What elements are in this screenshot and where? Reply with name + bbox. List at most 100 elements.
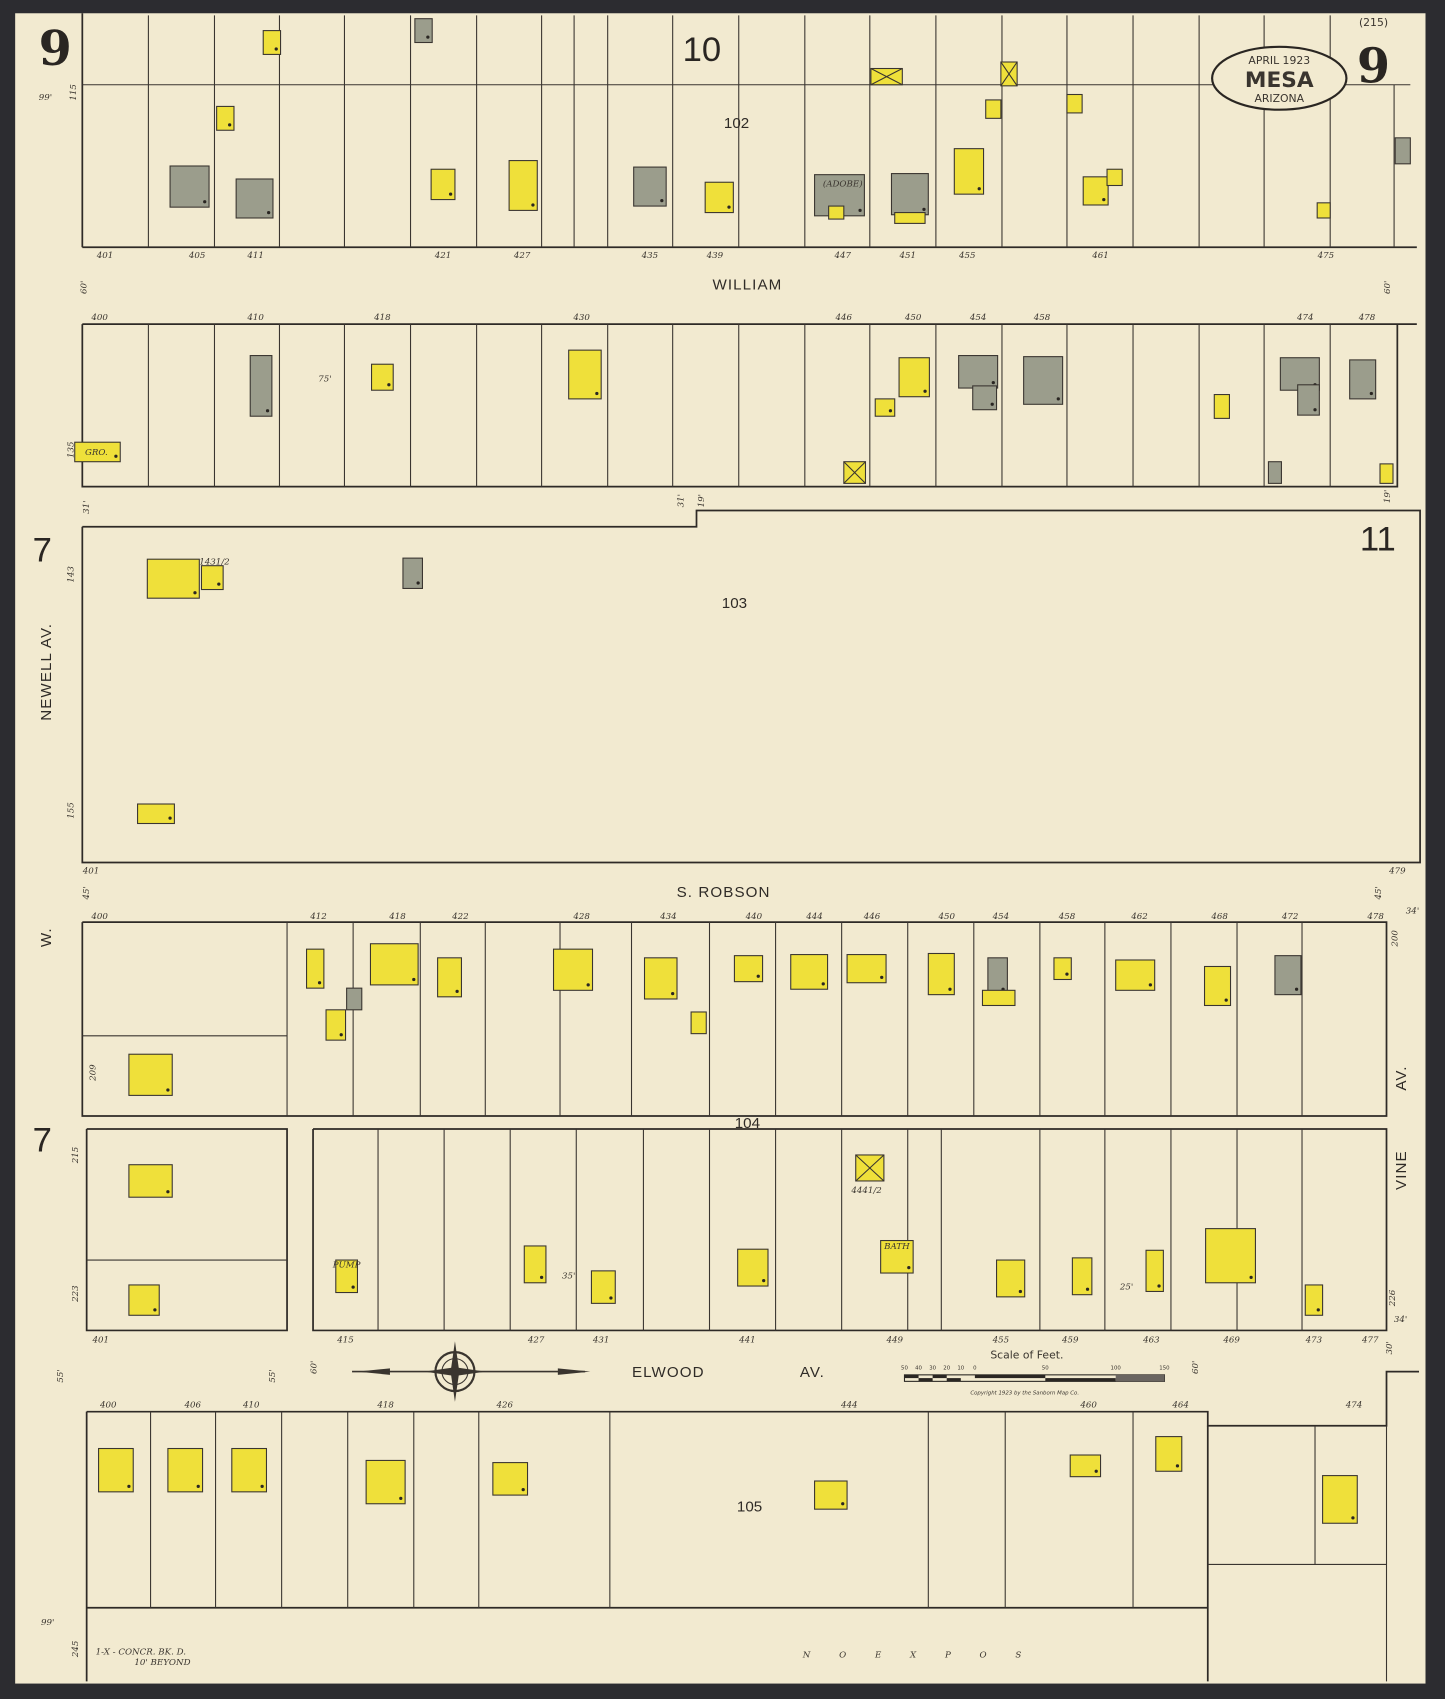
house-number: 461 <box>1091 251 1109 261</box>
house-number: 411 <box>246 251 264 261</box>
house-number: 421 <box>434 251 452 261</box>
frame-building <box>1304 1284 1324 1316</box>
street-elwood: ELWOOD <box>632 1364 705 1381</box>
house-number: 410 <box>242 1400 260 1410</box>
scale-tick-label: 50 <box>1042 1365 1049 1371</box>
house-number: 446 <box>835 313 853 323</box>
sheet-number-left: 9 <box>39 21 72 77</box>
dimension-label: 60' <box>309 1361 319 1374</box>
house-number: 430 <box>572 313 590 323</box>
scale-tick-label: 30 <box>929 1365 936 1371</box>
chimney-dot <box>416 581 420 585</box>
chimney-dot <box>586 983 590 987</box>
dimension-label: 99' <box>39 93 52 103</box>
frame-building <box>1115 959 1156 991</box>
frame-building <box>523 1245 547 1284</box>
block-number-103: 103 <box>722 595 747 612</box>
adobe-building <box>414 18 433 44</box>
frame-building <box>262 30 282 55</box>
frame-building <box>146 558 200 599</box>
frame-building <box>128 1164 173 1198</box>
adjoining-sheet-left-upper[interactable]: 7 <box>33 531 52 569</box>
house-number: 415 <box>336 1335 354 1345</box>
frame-building <box>690 1011 707 1035</box>
frame-building <box>128 1284 160 1316</box>
frame-building <box>1071 1257 1093 1296</box>
adobe-building <box>633 166 667 207</box>
note-beyond: 10' BEYOND <box>134 1658 190 1668</box>
frame-building <box>98 1447 134 1493</box>
house-number: 405 <box>188 251 206 261</box>
frame-building <box>74 441 121 463</box>
scale-tick-label: 150 <box>1159 1365 1170 1371</box>
dimension-label: 45' <box>1374 886 1384 900</box>
chimney-dot <box>762 1278 766 1283</box>
house-number: 401 <box>91 1335 109 1345</box>
chimney-dot <box>274 47 278 51</box>
dimension-label: 245 <box>71 1641 81 1659</box>
frame-building <box>790 954 829 990</box>
chimney-dot <box>193 591 197 595</box>
house-number: 400 <box>90 912 108 922</box>
chimney-dot <box>351 1285 355 1289</box>
chimney-dot <box>1065 972 1069 976</box>
frame-building <box>231 1447 268 1493</box>
chimney-dot <box>1313 408 1317 412</box>
frame-building <box>953 148 985 195</box>
dimension-label: 135 <box>67 442 77 459</box>
chimney-dot <box>1294 987 1299 991</box>
frame-building <box>508 160 538 211</box>
adobe-building <box>169 165 210 208</box>
house-number: 418 <box>388 912 406 922</box>
chimney-dot <box>756 974 760 978</box>
adjoining-sheet-top[interactable]: 10 <box>683 31 722 69</box>
house-number: 450 <box>904 313 922 323</box>
frame-building <box>828 205 845 220</box>
frame-building <box>1213 394 1230 419</box>
house-number: 439 <box>706 251 724 261</box>
adjoining-sheet-right[interactable]: 11 <box>1360 521 1396 559</box>
adjoining-sheet-left-lower[interactable]: 7 <box>33 1122 52 1160</box>
house-number: 478 <box>1366 912 1384 922</box>
house-number: 412 <box>309 912 327 922</box>
street-vine-av: AV. <box>1393 1065 1410 1090</box>
chimney-dot <box>923 389 927 393</box>
chimney-dot <box>858 208 862 213</box>
house-number: 458 <box>1033 313 1051 323</box>
street-robson: S. ROBSON <box>677 884 771 901</box>
house-number: 454 <box>969 313 987 323</box>
chimney-dot <box>609 1296 613 1300</box>
dimension-label: 223 <box>71 1285 81 1303</box>
dimension-label: 60' <box>1191 1361 1201 1374</box>
chimney-dot <box>267 210 271 215</box>
chimney-dot <box>531 203 535 207</box>
house-number: 477 <box>1361 1335 1379 1345</box>
street-newell: NEWELL AV. <box>38 623 55 721</box>
frame-building <box>1106 168 1123 187</box>
frame-building <box>365 1459 406 1505</box>
house-number: 406 <box>184 1400 202 1410</box>
house-number: 463 <box>1142 1335 1160 1345</box>
building-label-bath: BATH <box>883 1242 910 1252</box>
chimney-dot <box>217 582 221 586</box>
house-number: 475 <box>1317 251 1335 261</box>
house-number: 462 <box>1130 912 1148 922</box>
house-number: 459 <box>1061 1335 1079 1345</box>
scale-bar: Scale of Feet. 50 40 30 20 10 0 50 100 150 Copyr… <box>901 1349 1170 1397</box>
frame-building <box>1066 93 1083 114</box>
adobe-building <box>235 178 274 219</box>
house-number: 400 <box>99 1400 117 1410</box>
chimney-dot <box>153 1308 157 1312</box>
house-number: 479 <box>1388 866 1406 876</box>
chimney-dot <box>260 1484 264 1489</box>
frame-building <box>1316 202 1331 219</box>
chimney-dot <box>1094 1469 1098 1473</box>
frame-building <box>128 1053 173 1096</box>
scale-tick-label: 20 <box>943 1365 950 1371</box>
title-date: APRIL 1923 <box>1248 54 1310 67</box>
frame-building <box>369 943 419 986</box>
dimension-label: 155 <box>67 802 77 819</box>
shed-cross-mark <box>855 1154 885 1182</box>
house-number: 410 <box>246 313 264 323</box>
